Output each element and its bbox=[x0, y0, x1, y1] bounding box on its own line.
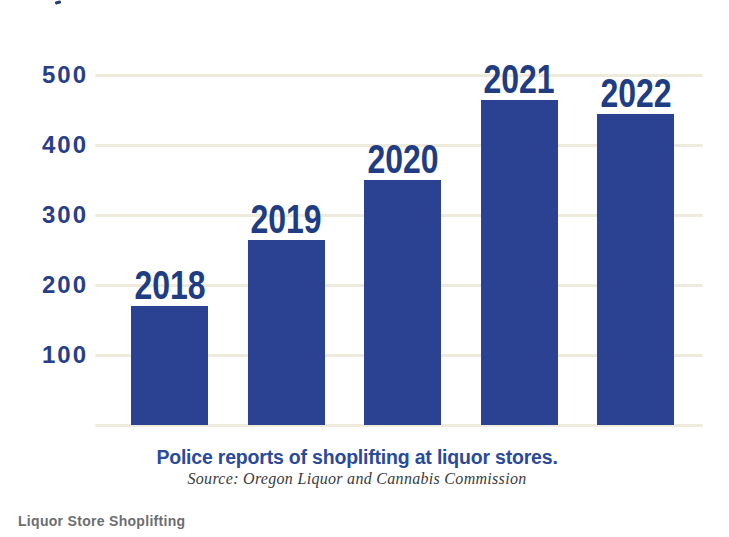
y-tick-400: 400 bbox=[16, 133, 88, 157]
bar-2019 bbox=[248, 240, 325, 426]
bar-year-label-2019: 2019 bbox=[238, 199, 334, 239]
y-tick-300: 300 bbox=[16, 203, 88, 227]
bar-chart: 100 200 300 400 500 2018 2019 2020 2021 2022 bbox=[0, 0, 729, 440]
bar-2022 bbox=[597, 114, 674, 426]
bar-year-label-2020: 2020 bbox=[355, 139, 451, 179]
bar-year-label-2022: 2022 bbox=[588, 73, 684, 113]
bar-2018 bbox=[131, 306, 208, 425]
y-tick-200: 200 bbox=[16, 273, 88, 297]
chart-title: Police reports of shoplifting at liquor … bbox=[0, 446, 714, 469]
bar-year-label-2018: 2018 bbox=[122, 265, 218, 305]
bar-2021 bbox=[481, 100, 558, 426]
bar-2020 bbox=[364, 180, 441, 425]
y-tick-100: 100 bbox=[16, 343, 88, 367]
page-caption: Liquor Store Shoplifting bbox=[18, 513, 185, 529]
bar-year-label-2021: 2021 bbox=[471, 59, 567, 99]
infographic-canvas: 100 200 300 400 500 2018 2019 2020 2021 2022 Poli… bbox=[0, 0, 729, 537]
y-tick-500: 500 bbox=[16, 63, 88, 87]
chart-source: Source: Oregon Liquor and Cannabis Commi… bbox=[0, 470, 714, 488]
